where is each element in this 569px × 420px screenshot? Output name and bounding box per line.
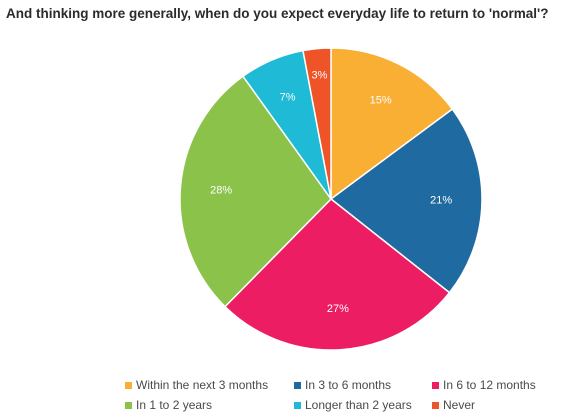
- pie-slice-in-1-to-2-years[interactable]: [179, 75, 332, 308]
- legend-swatch: [294, 381, 301, 389]
- pie-data-label: 21%: [430, 195, 452, 207]
- pie-slice-never[interactable]: [302, 47, 332, 200]
- chart-legend: Within the next 3 months In 3 to 6 month…: [125, 376, 565, 416]
- legend-item-1-to-2-years[interactable]: In 1 to 2 years: [125, 396, 294, 414]
- legend-swatch: [294, 401, 301, 409]
- legend-swatch: [432, 401, 439, 409]
- legend-row: Within the next 3 months In 3 to 6 month…: [125, 376, 565, 394]
- pie-data-label: 27%: [327, 303, 349, 315]
- pie-data-label: 7%: [280, 92, 296, 104]
- legend-swatch: [125, 401, 132, 409]
- legend-item-within-3-months[interactable]: Within the next 3 months: [125, 376, 294, 394]
- legend-swatch: [432, 381, 439, 389]
- pie-chart: 15% 21% 27% 28% 7% 3%: [179, 47, 483, 351]
- pie-data-label: 15%: [370, 95, 392, 107]
- legend-label: In 6 to 12 months: [443, 378, 536, 392]
- pie-slice-in-3-to-6-months[interactable]: [329, 108, 483, 294]
- legend-label: In 3 to 6 months: [305, 378, 392, 392]
- pie-slice-in-6-to-12-months[interactable]: [223, 197, 451, 351]
- chart-title: And thinking more generally, when do you…: [6, 6, 549, 21]
- legend-item-never[interactable]: Never: [432, 396, 565, 414]
- legend-item-3-to-6-months[interactable]: In 3 to 6 months: [294, 376, 432, 394]
- legend-label: In 1 to 2 years: [136, 398, 213, 412]
- legend-label: Within the next 3 months: [136, 378, 269, 392]
- pie-slice-within-the-next-3-months[interactable]: [330, 47, 454, 201]
- legend-row: In 1 to 2 years Longer than 2 years Neve…: [125, 396, 565, 414]
- legend-item-6-to-12-months[interactable]: In 6 to 12 months: [432, 376, 565, 394]
- legend-item-longer-than-2-years[interactable]: Longer than 2 years: [294, 396, 432, 414]
- legend-label: Never: [443, 398, 476, 412]
- pie-data-label: 28%: [210, 184, 232, 196]
- legend-swatch: [125, 381, 132, 389]
- pie-data-label: 3%: [312, 70, 328, 82]
- legend-label: Longer than 2 years: [305, 398, 412, 412]
